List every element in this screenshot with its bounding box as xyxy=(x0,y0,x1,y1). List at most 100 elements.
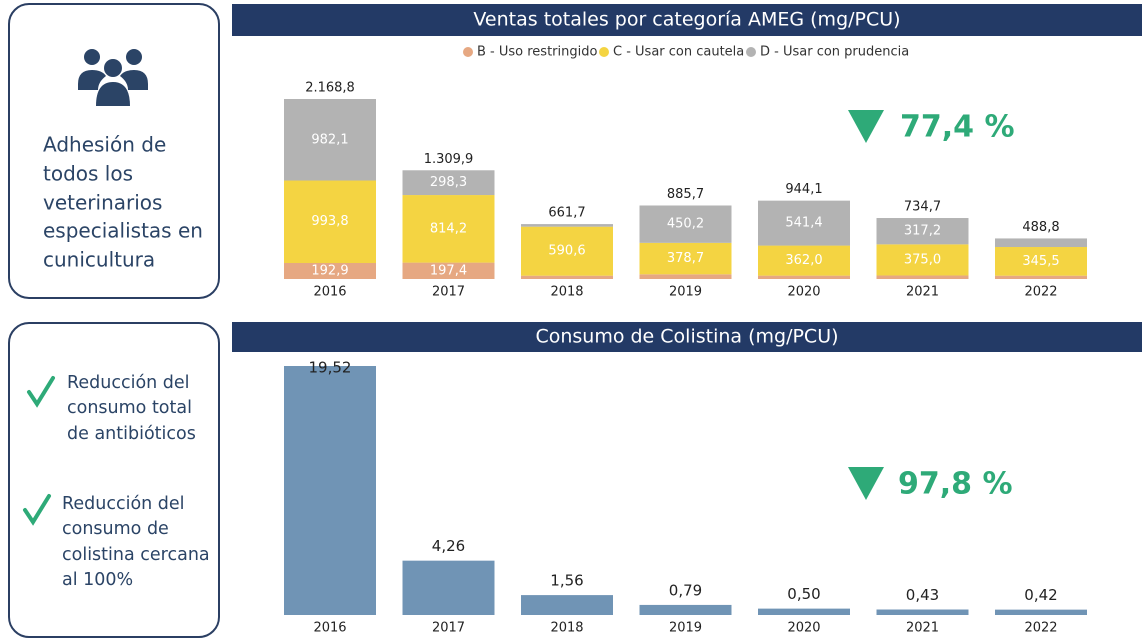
total-label: 734,7 xyxy=(904,200,941,215)
data-label: 19,52 xyxy=(309,359,352,377)
data-label: 345,5 xyxy=(1022,254,1059,269)
total-label: 661,7 xyxy=(548,206,585,221)
bar-segment xyxy=(639,205,732,243)
chart-title: Ventas totales por categoría AMEG (mg/PC… xyxy=(473,9,900,31)
panel-text: veterinarios xyxy=(43,191,162,215)
bar-segment xyxy=(876,275,969,279)
panel-text: cunicultura xyxy=(43,248,155,272)
bar-segment xyxy=(639,242,732,275)
panel-box xyxy=(8,322,220,638)
panel-text: todos los xyxy=(43,162,133,186)
data-label: 0,79 xyxy=(669,581,702,599)
total-label: 885,7 xyxy=(667,187,704,202)
x-tick-label: 2019 xyxy=(669,621,702,636)
panel-text: consumo de xyxy=(62,519,169,539)
bar xyxy=(521,595,613,615)
panel-text: Reducción del xyxy=(67,373,190,393)
data-label: 814,2 xyxy=(430,221,467,236)
bar-segment xyxy=(758,245,850,276)
bar-segment xyxy=(876,244,969,276)
bar-segment xyxy=(284,262,376,279)
legend-label: B - Uso restringido xyxy=(477,45,597,60)
total-label: 944,1 xyxy=(785,182,822,197)
bar-segment xyxy=(995,247,1087,276)
x-tick-label: 2016 xyxy=(313,285,346,300)
bar-segment xyxy=(639,274,732,279)
legend-label: D - Usar con prudencia xyxy=(760,45,909,60)
x-tick-label: 2016 xyxy=(313,621,346,636)
x-tick-label: 2017 xyxy=(432,285,465,300)
bar-segment xyxy=(521,226,613,276)
data-label: 0,50 xyxy=(787,585,820,603)
data-label: 317,2 xyxy=(904,224,941,239)
bar-segment xyxy=(521,224,613,227)
bar-segment xyxy=(995,238,1087,248)
chart-header xyxy=(232,322,1142,352)
data-label: 192,9 xyxy=(311,263,348,278)
panel-text: al 100% xyxy=(62,570,133,590)
panel-box xyxy=(8,3,220,299)
bar-segment xyxy=(402,195,495,263)
data-label: 541,4 xyxy=(785,216,822,231)
panel-text: especialistas en xyxy=(43,219,203,243)
check-icon xyxy=(27,376,55,408)
annotation: 77,4 % xyxy=(900,110,1015,145)
annotation: 97,8 % xyxy=(898,467,1013,502)
bar-segment xyxy=(995,275,1087,279)
x-tick-label: 2022 xyxy=(1024,621,1057,636)
data-label: 375,0 xyxy=(904,252,941,267)
x-tick-label: 2018 xyxy=(550,285,583,300)
x-tick-label: 2018 xyxy=(550,621,583,636)
down-arrow xyxy=(848,467,884,500)
x-tick-label: 2019 xyxy=(669,285,702,300)
data-label: 0,43 xyxy=(906,586,939,604)
total-label: 488,8 xyxy=(1022,220,1059,235)
bar-segment xyxy=(758,200,850,246)
people-icon xyxy=(78,49,148,106)
total-label: 2.168,8 xyxy=(305,81,355,96)
x-tick-label: 2020 xyxy=(787,621,820,636)
bar xyxy=(284,366,376,615)
total-label: 1.309,9 xyxy=(424,152,474,167)
legend-swatch xyxy=(746,47,756,57)
panel-text: de antibióticos xyxy=(67,424,196,444)
bar xyxy=(876,609,969,615)
bar-segment xyxy=(402,262,495,279)
bar xyxy=(995,609,1087,615)
chart-header xyxy=(232,4,1142,36)
x-tick-label: 2017 xyxy=(432,621,465,636)
bar-segment xyxy=(284,180,376,263)
bar-segment xyxy=(758,275,850,279)
legend-swatch xyxy=(599,47,609,57)
panel-text: consumo total xyxy=(67,398,192,418)
down-arrow xyxy=(848,110,884,143)
x-tick-label: 2020 xyxy=(787,285,820,300)
data-label: 4,26 xyxy=(432,537,465,555)
legend-label: C - Usar con cautela xyxy=(613,45,744,60)
data-label: 450,2 xyxy=(667,217,704,232)
panel-text: Reducción del xyxy=(62,494,185,514)
bar-segment xyxy=(402,170,495,196)
panel-text: colistina cercana xyxy=(62,545,210,565)
x-tick-label: 2021 xyxy=(906,621,939,636)
chart-title: Consumo de Colistina (mg/PCU) xyxy=(535,326,838,348)
bar-segment xyxy=(876,218,969,245)
bar xyxy=(402,560,495,615)
bar-segment xyxy=(521,275,613,279)
data-label: 298,3 xyxy=(430,175,467,190)
bar xyxy=(639,604,732,615)
bar xyxy=(758,608,850,615)
panel-text: Adhesión de xyxy=(43,133,166,157)
bar-segment xyxy=(284,99,376,181)
data-label: 1,56 xyxy=(550,572,583,590)
data-label: 0,42 xyxy=(1024,586,1057,604)
check-icon xyxy=(23,494,51,526)
x-tick-label: 2021 xyxy=(906,285,939,300)
legend-swatch xyxy=(463,47,473,57)
data-label: 590,6 xyxy=(548,244,585,259)
data-label: 197,4 xyxy=(430,263,467,278)
data-label: 982,1 xyxy=(311,132,348,147)
data-label: 362,0 xyxy=(785,253,822,268)
data-label: 993,8 xyxy=(311,214,348,229)
